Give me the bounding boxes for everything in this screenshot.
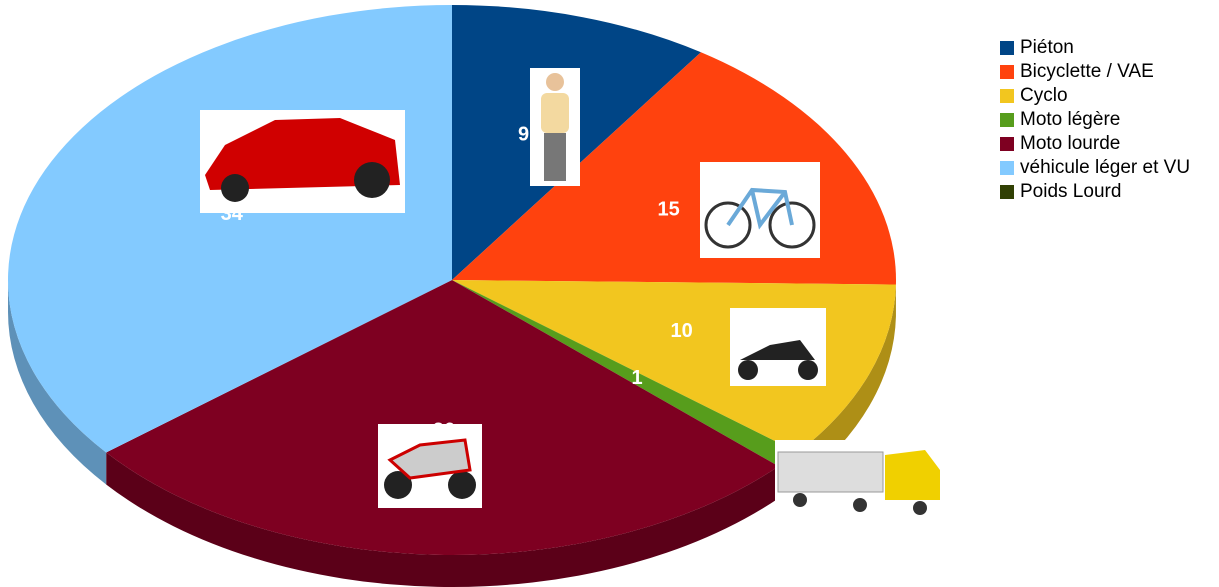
icon [205,118,400,190]
legend-item: Moto lourde [1000,132,1215,155]
icon [913,501,927,515]
legend-label: Piéton [1020,37,1074,58]
legend: Piéton Bicyclette / VAE Cyclo Moto légère Mo… [1000,36,1215,204]
icon [853,498,867,512]
value-label: 34 [221,203,244,225]
value-labels: 9 15 10 1 26 34 [221,124,693,442]
icon [387,438,472,480]
legend-swatch [1000,65,1014,79]
value-label: 26 [433,419,455,441]
legend-label: véhicule léger et VU [1020,157,1191,178]
icon [448,471,476,499]
slice-side [106,452,779,587]
icon [726,187,794,230]
icon [541,93,569,133]
slice-side [8,280,107,485]
legend-label: Cyclo [1020,85,1068,106]
pictures [200,68,945,520]
legend-item: Bicyclette / VAE [1000,60,1215,83]
legend-swatch [1000,89,1014,103]
slice [452,280,798,467]
legend-swatch [1000,41,1014,55]
icon [221,174,249,202]
legend-item: Piéton [1000,36,1215,59]
icon [777,451,884,493]
slice [106,280,779,556]
slice-side [797,284,896,485]
icon [798,360,818,380]
legend-item: Cyclo [1000,84,1215,107]
legend-item: véhicule léger et VU [1000,156,1215,179]
icon [885,450,940,500]
legend-swatch [1000,137,1014,151]
legend-swatch [1000,113,1014,127]
legend-label: Moto lourde [1020,133,1121,154]
value-label: 10 [671,320,693,342]
icon [768,201,816,249]
icon [354,162,390,198]
icon [704,201,752,249]
legend-item: Moto légère [1000,108,1215,131]
legend-label: Moto légère [1020,109,1121,130]
value-label: 1 [631,367,642,389]
icon [544,133,566,181]
value-label: 15 [658,199,680,221]
legend-label: Bicyclette / VAE [1020,61,1154,82]
icon [546,73,564,91]
icon [793,493,807,507]
icon [384,471,412,499]
icon [740,340,815,360]
value-label: 9 [518,124,529,146]
legend-swatch [1000,185,1014,199]
bicycle-picture [700,162,820,258]
icon [738,360,758,380]
legend-label: Poids Lourd [1020,181,1122,202]
legend-item: Poids Lourd [1000,180,1215,203]
legend-swatch [1000,161,1014,175]
